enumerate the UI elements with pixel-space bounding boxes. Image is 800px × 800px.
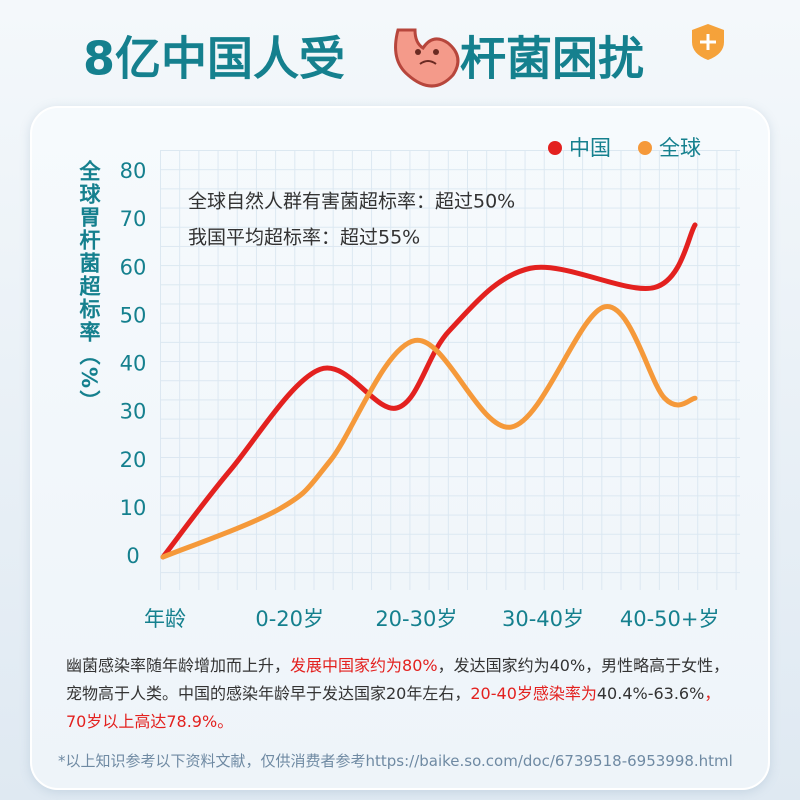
y-tick-label: 40 [120, 352, 147, 376]
y-tick-label: 0 [126, 544, 139, 568]
x-tick-label: 40-50+岁 [620, 607, 720, 631]
x-tick-label: 30-40岁 [502, 607, 584, 631]
description-part: ，发达国家约为40%，男性略高于女性，宠物高于人类。中国的感染年龄早于发达国家2… [66, 656, 730, 703]
y-tick-label: 10 [120, 496, 147, 520]
description-part: ，70岁以上高达78.9%。 [66, 684, 721, 731]
y-tick-label: 70 [120, 207, 147, 231]
annotation: 我国平均超标率：超过55% [188, 227, 420, 249]
description-part: 发展中国家约为80% [290, 656, 438, 675]
shield-icon [692, 24, 724, 60]
x-tick-label: 年龄 [144, 607, 186, 631]
footnote: *以上知识参考以下资料文献，仅供消费者参考https://baike.so.co… [58, 752, 733, 770]
stomach-icon [394, 28, 460, 88]
legend-label: 全球 [659, 136, 701, 160]
y-tick-label: 30 [120, 400, 147, 424]
legend-marker [548, 141, 562, 155]
legend-marker [638, 141, 652, 155]
annotation: 全球自然人群有害菌超标率：超过50% [188, 191, 515, 213]
x-tick-label: 20-30岁 [375, 607, 457, 631]
y-tick-label: 60 [120, 255, 147, 279]
description-part: 幽菌感染率随年龄增加而上升， [66, 656, 291, 675]
title-part: 杆菌困扰 [460, 32, 644, 86]
description: 幽菌感染率随年龄增加而上升，发展中国家约为80%，发达国家约为40%，男性略高于… [66, 652, 738, 736]
line [160, 222, 698, 560]
description-part: 20-40岁感染率为 [470, 684, 597, 703]
line [160, 304, 698, 560]
y-axis-label: 全球胃杆菌超标率（%） [77, 160, 101, 414]
x-tick-label: 0-20岁 [255, 607, 324, 631]
title-part: 8亿中国人受 [83, 32, 345, 86]
y-tick-label: 80 [120, 159, 147, 183]
description-part: 40.4%-63.6% [596, 684, 705, 703]
legend-label: 中国 [569, 136, 611, 160]
y-tick-label: 50 [120, 303, 147, 327]
y-tick-label: 20 [120, 448, 147, 472]
